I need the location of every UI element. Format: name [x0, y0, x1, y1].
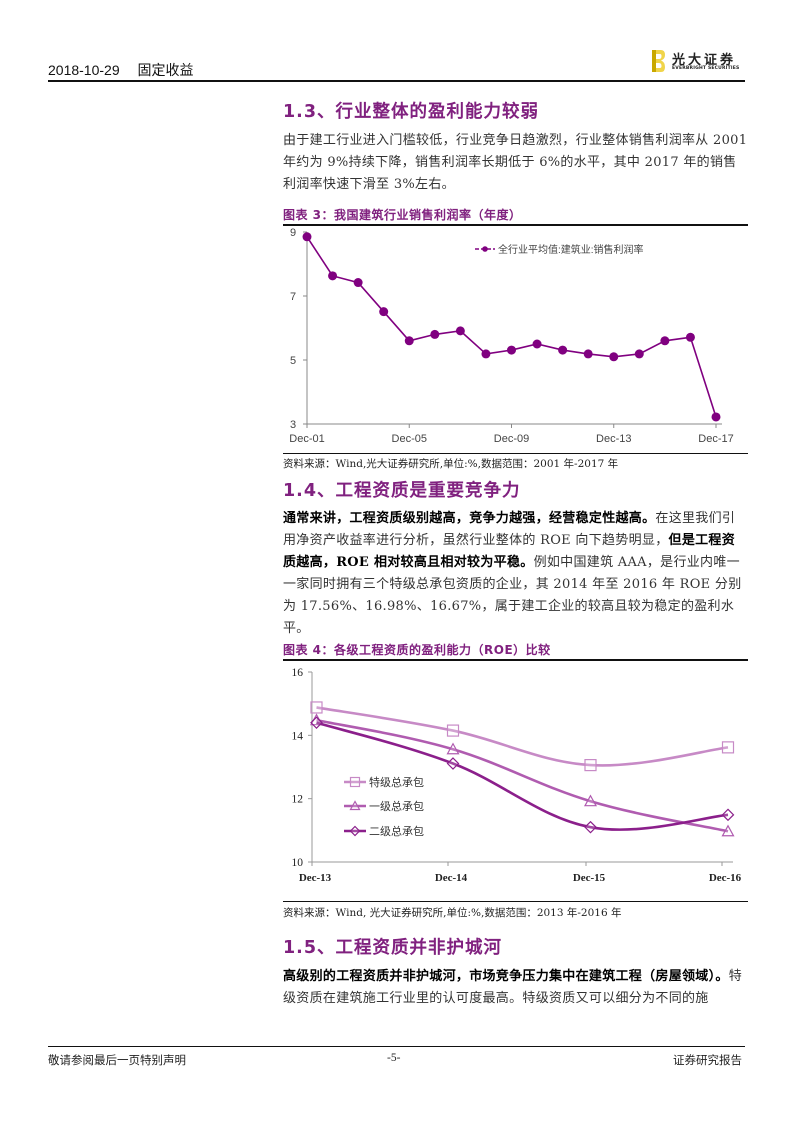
company-logo: 光大证券 EVERBRIGHT SECURITIES	[652, 50, 752, 76]
svg-text:3: 3	[290, 419, 296, 431]
x-axis-ticks: Dec-13 Dec-14 Dec-15 Dec-16	[299, 862, 742, 884]
paragraph-emphasis: 高级别的工程资质并非护城河，市场竞争压力集中在建筑工程（房屋领域）。	[283, 969, 729, 984]
figure-3-bottom-rule	[283, 453, 748, 454]
legend-label: 二级总承包	[369, 824, 424, 838]
svg-text:Dec-15: Dec-15	[573, 872, 606, 884]
section-title-1-3: 1.3、行业整体的盈利能力较弱	[283, 102, 540, 122]
report-category: 固定收益	[137, 62, 194, 78]
chart-axes	[306, 232, 722, 425]
data-point	[404, 336, 414, 346]
paragraph-text: 在这里我们引用净资产收益率进行分析，虽然行业整体的 ROE 向下趋势明显，	[283, 511, 736, 548]
data-point	[609, 352, 619, 362]
figure-4-title: 图表 4：各级工程资质的盈利能力（ROE）比较	[283, 643, 551, 657]
series-line	[316, 706, 729, 767]
svg-text:5: 5	[290, 355, 296, 367]
series-markers	[302, 232, 721, 422]
svg-text:Dec-16: Dec-16	[709, 872, 742, 884]
data-point	[532, 339, 542, 349]
section-title-1-4: 1.4、工程资质是重要竞争力	[283, 481, 521, 501]
svg-text:9: 9	[290, 227, 296, 239]
header-left: 2018-10-29 固定收益	[48, 60, 208, 80]
svg-text:Dec-01: Dec-01	[289, 433, 324, 445]
figure-3-title: 图表 3：我国建筑行业销售利润率（年度）	[283, 208, 522, 222]
svg-text:Dec-14: Dec-14	[435, 872, 468, 884]
section-title-1-5: 1.5、工程资质并非护城河	[283, 938, 503, 958]
data-point	[302, 232, 312, 242]
section-paragraph-1-3: 由于建工行业进入门槛较低，行业竞争日趋激烈，行业整体销售利润率从 2001 年约…	[283, 133, 748, 192]
chart-series	[309, 701, 735, 837]
legend-label: 一级总承包	[369, 799, 424, 813]
paragraph-emphasis: 通常来讲，工程资质级别越高，竞争力越强，经营稳定性越高。	[283, 511, 656, 526]
svg-text:Dec-05: Dec-05	[392, 433, 427, 445]
data-point	[507, 345, 516, 355]
svg-text:7: 7	[290, 291, 296, 303]
series-line	[316, 721, 729, 831]
data-point	[660, 336, 670, 346]
figure-4-top-rule	[283, 659, 748, 661]
series-line	[306, 236, 717, 418]
svg-text:Dec-13: Dec-13	[596, 433, 631, 445]
logo-en-text: EVERBRIGHT SECURITIES	[672, 66, 740, 71]
data-point	[430, 329, 440, 339]
data-point	[711, 412, 721, 422]
svg-text:Dec-17: Dec-17	[698, 433, 733, 445]
y-axis-ticks: 10 12 14 16	[292, 667, 312, 869]
section-paragraph-1-4: 通常来讲，工程资质级别越高，竞争力越强，经营稳定性越高。在这里我们引用净资产收益…	[283, 508, 748, 640]
everbright-logo-icon	[652, 50, 665, 72]
y-axis-ticks: 3 5 7 9	[290, 227, 307, 431]
figure-3-chart: 3 5 7 9 Dec-01 Dec-05 Dec-09 Dec-13 Dec-17 全行业平…	[289, 227, 734, 445]
series-line	[316, 718, 729, 833]
svg-text:16: 16	[292, 667, 304, 679]
data-point	[379, 307, 389, 317]
x-axis-ticks: Dec-01 Dec-05 Dec-09 Dec-13 Dec-17	[289, 424, 734, 445]
svg-text:Dec-13: Dec-13	[299, 872, 332, 884]
data-point	[481, 349, 491, 359]
data-point	[685, 332, 695, 342]
figure-3-top-rule	[283, 224, 748, 226]
figure-4-bottom-rule	[283, 901, 748, 902]
report-date: 2018-10-29	[48, 62, 120, 78]
data-point	[558, 345, 568, 355]
paragraph-text: 例如中国建筑 AAA，是行业内唯一一家同时拥有三个特级总承包资质的企业，其 20…	[283, 555, 742, 636]
data-point	[634, 349, 644, 359]
header-divider	[48, 80, 745, 82]
footer-page-number: -5-	[387, 1052, 401, 1064]
svg-text:14: 14	[292, 730, 304, 742]
chart-legend: 全行业平均值:建筑业:销售利润率	[475, 243, 644, 256]
data-point	[583, 349, 593, 359]
figure-3-source: 资料来源：Wind,光大证券研究所,单位:%,数据范围：2001 年-2017 …	[283, 458, 619, 470]
svg-text:10: 10	[292, 857, 304, 869]
footer-disclaimer: 敬请参阅最后一页特别声明	[48, 1055, 186, 1067]
paragraph-text: 特级资质在建筑施工行业里的认可度最高。特级资质又可以细分为不同的施	[283, 969, 743, 1006]
logo-cn-text: 光大证券	[672, 53, 737, 68]
svg-text:Dec-09: Dec-09	[494, 433, 529, 445]
footer-divider	[48, 1046, 745, 1047]
legend-label: 特级总承包	[369, 775, 424, 789]
section-paragraph-1-5: 高级别的工程资质并非护城河，市场竞争压力集中在建筑工程（房屋领域）。特级资质在建…	[283, 966, 753, 1010]
figure-4-chart: 10 12 14 16 Dec-13 Dec-14 Dec-15 Dec-16 特级总承包一…	[292, 667, 742, 884]
figure-4-source: 资料来源：Wind, 光大证券研究所,单位:%,数据范围：2013 年-2016…	[283, 907, 622, 919]
data-point	[455, 326, 465, 336]
data-point	[353, 278, 363, 288]
footer-doc-type: 证券研究报告	[673, 1055, 742, 1067]
legend-label: 全行业平均值:建筑业:销售利润率	[498, 243, 644, 256]
svg-text:12: 12	[292, 794, 304, 806]
chart-axes	[311, 672, 733, 863]
paragraph-emphasis: 但是工程资质越高，ROE 相对较高且相对较为平稳。	[283, 533, 736, 570]
data-point	[328, 271, 338, 281]
